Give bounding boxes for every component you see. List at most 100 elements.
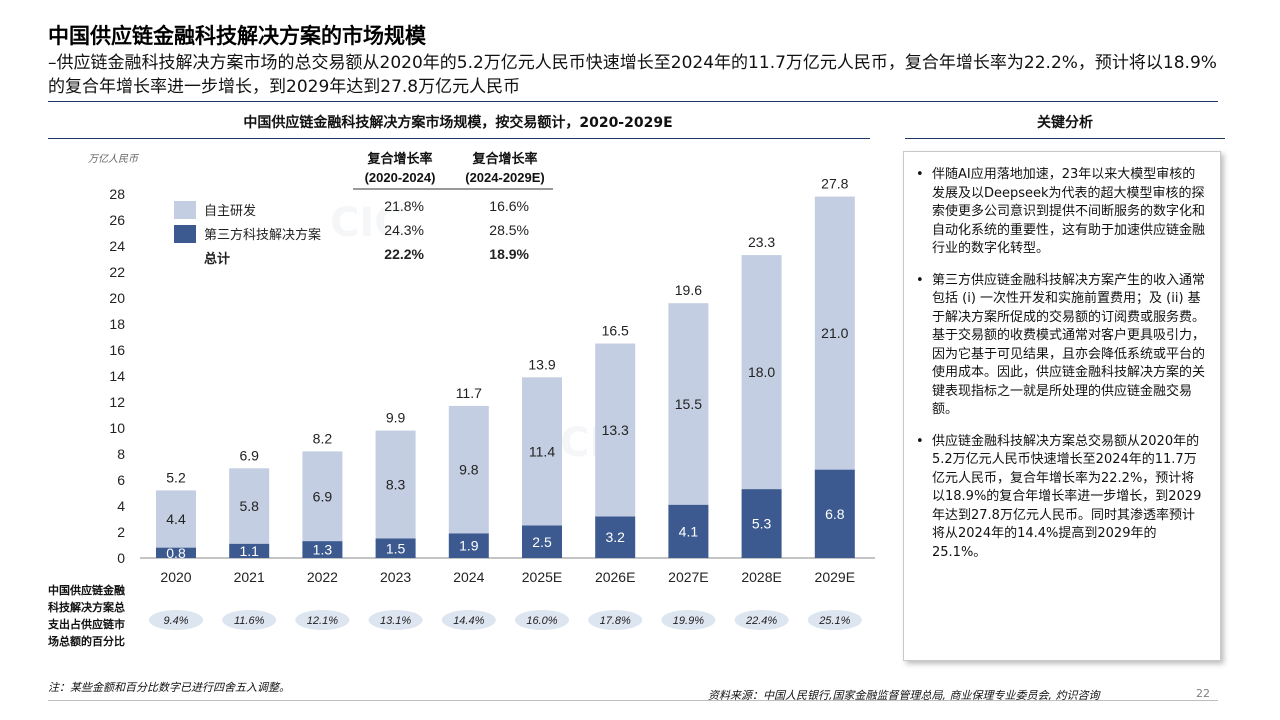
bar-value-label: 6.8 — [825, 506, 845, 522]
y-axis-unit: 万亿人民币 — [88, 153, 140, 165]
bar-value-label: 18.0 — [748, 364, 775, 380]
y-tick-label: 22 — [109, 264, 125, 280]
bar-total-label: 16.5 — [602, 323, 629, 339]
share-value: 17.8% — [600, 615, 631, 627]
x-tick-label: 2025E — [522, 569, 562, 585]
page-title: 中国供应链金融科技解决方案的市场规模 — [48, 24, 426, 48]
bar-value-label: 5.3 — [752, 516, 772, 532]
analysis-bullet: • 第三方供应链金融科技解决方案产生的收入通常包括 (i) 一次性开发和实施前置… — [916, 272, 1206, 420]
y-tick-label: 4 — [117, 498, 125, 514]
bar-value-label: 1.9 — [459, 538, 479, 554]
y-tick-label: 28 — [109, 186, 125, 202]
legend-swatch-in-house — [174, 201, 196, 219]
bar-total-label: 19.6 — [675, 282, 702, 298]
legend-label: 第三方科技解决方案 — [204, 227, 321, 242]
bar-value-label: 2.5 — [532, 534, 552, 550]
bar-in-house — [302, 451, 343, 542]
page-subtitle: –供应链金融科技解决方案市场的总交易额从2020年的5.2万亿元人民币快速增长至… — [48, 53, 1217, 97]
bar-in-house — [156, 490, 196, 548]
bar-in-house — [668, 303, 709, 505]
y-tick-label: 26 — [109, 212, 125, 228]
bar-total-label: 27.8 — [821, 176, 848, 192]
bar-in-house — [741, 255, 782, 490]
bar-value-label: 9.8 — [459, 462, 479, 478]
x-tick-label: 2024 — [453, 569, 484, 585]
share-pill — [295, 610, 350, 630]
bullet-icon: • — [916, 272, 924, 288]
legend-label: 总计 — [204, 251, 230, 266]
share-pill — [222, 610, 277, 630]
share-row-label: 科技解决方案总 — [48, 600, 125, 614]
y-tick-label: 2 — [117, 524, 125, 540]
bullet-icon: • — [916, 167, 924, 182]
chart-title-rule — [48, 138, 870, 139]
share-value: 16.0% — [526, 615, 557, 627]
bar-value-label: 6.9 — [313, 488, 333, 504]
share-pill — [588, 610, 643, 630]
share-value: 19.9% — [673, 615, 704, 627]
y-tick-label: 24 — [109, 238, 125, 254]
y-tick-label: 10 — [109, 420, 125, 436]
bar-third-party — [668, 504, 709, 558]
x-tick-label: 2022 — [307, 569, 338, 585]
bar-value-label: 1.5 — [386, 540, 406, 556]
share-value: 9.4% — [163, 615, 188, 627]
key-analysis-panel: • 伴随AI应用落地加速，23年以来大模型审核的发展及以Deepseek为代表的… — [903, 151, 1221, 661]
bullet-text: 供应链金融科技解决方案总交易额从2020年的5.2万亿元人民币快速增长至2024… — [932, 433, 1202, 560]
chart-title: 中国供应链金融科技解决方案市场规模，按交易额计，2020-2029E — [243, 115, 673, 131]
page-number: 22 — [1196, 687, 1210, 700]
bar-third-party — [741, 489, 782, 558]
bar-value-label: 5.8 — [239, 498, 259, 514]
share-value: 11.6% — [234, 615, 265, 627]
bar-total-label: 5.2 — [166, 469, 186, 485]
y-tick-label: 18 — [109, 316, 125, 332]
share-value: 14.4% — [453, 615, 484, 627]
bar-value-label: 21.0 — [821, 325, 848, 341]
share-row-label: 场总额的百分比 — [48, 634, 125, 648]
y-tick-label: 8 — [117, 446, 125, 462]
bar-value-label: 1.1 — [239, 543, 259, 559]
bar-total-label: 8.2 — [313, 430, 333, 446]
share-value: 12.1% — [307, 615, 338, 627]
bar-total-label: 13.9 — [528, 356, 555, 372]
x-tick-label: 2020 — [160, 569, 191, 585]
bar-value-label: 4.1 — [679, 523, 699, 539]
stacked-bar-chart: 万亿人民币02468101214161820222426280.84.45.22… — [47, 151, 875, 648]
cagr-value: 16.6% — [489, 198, 529, 214]
cagr-value: 22.2% — [384, 246, 424, 262]
cagr-header: 复合增长率 — [366, 151, 432, 166]
bar-third-party — [375, 538, 416, 558]
bar-value-label: 13.3 — [602, 422, 629, 438]
share-pill — [149, 610, 203, 630]
share-value: 13.1% — [380, 615, 411, 627]
bar-value-label: 8.3 — [386, 477, 406, 493]
panel-title-rule — [905, 138, 1225, 139]
cagr-value: 21.8% — [384, 198, 424, 214]
footnote: 注：某些金额和百分比数字已进行四舍五入调整。 — [48, 681, 290, 694]
bar-value-label: 0.8 — [166, 545, 186, 561]
cagr-header-period: (2020-2024) — [365, 170, 436, 185]
bullet-icon: • — [916, 433, 924, 449]
x-tick-label: 2021 — [234, 569, 265, 585]
y-tick-label: 6 — [117, 472, 125, 488]
y-tick-label: 0 — [117, 550, 125, 566]
cagr-value: 18.9% — [489, 246, 529, 262]
y-tick-label: 20 — [109, 290, 125, 306]
bar-in-house — [595, 343, 636, 517]
bar-third-party — [814, 469, 855, 558]
share-value: 25.1% — [818, 615, 850, 627]
share-pill — [661, 610, 716, 630]
legend-swatch-third-party — [174, 225, 196, 243]
x-tick-label: 2023 — [380, 569, 411, 585]
bar-in-house — [814, 196, 855, 470]
analysis-bullet: • 供应链金融科技解决方案总交易额从2020年的5.2万亿元人民币快速增长至20… — [916, 433, 1206, 563]
footer-divider — [48, 700, 1218, 701]
bar-third-party — [156, 547, 196, 558]
cagr-value: 24.3% — [384, 222, 424, 238]
bar-in-house — [522, 377, 562, 526]
share-row-label: 中国供应链金融 — [48, 583, 125, 597]
bar-value-label: 15.5 — [675, 396, 702, 412]
legend-label: 自主研发 — [204, 203, 256, 218]
bar-total-label: 6.9 — [239, 447, 259, 463]
share-pill — [734, 610, 789, 630]
